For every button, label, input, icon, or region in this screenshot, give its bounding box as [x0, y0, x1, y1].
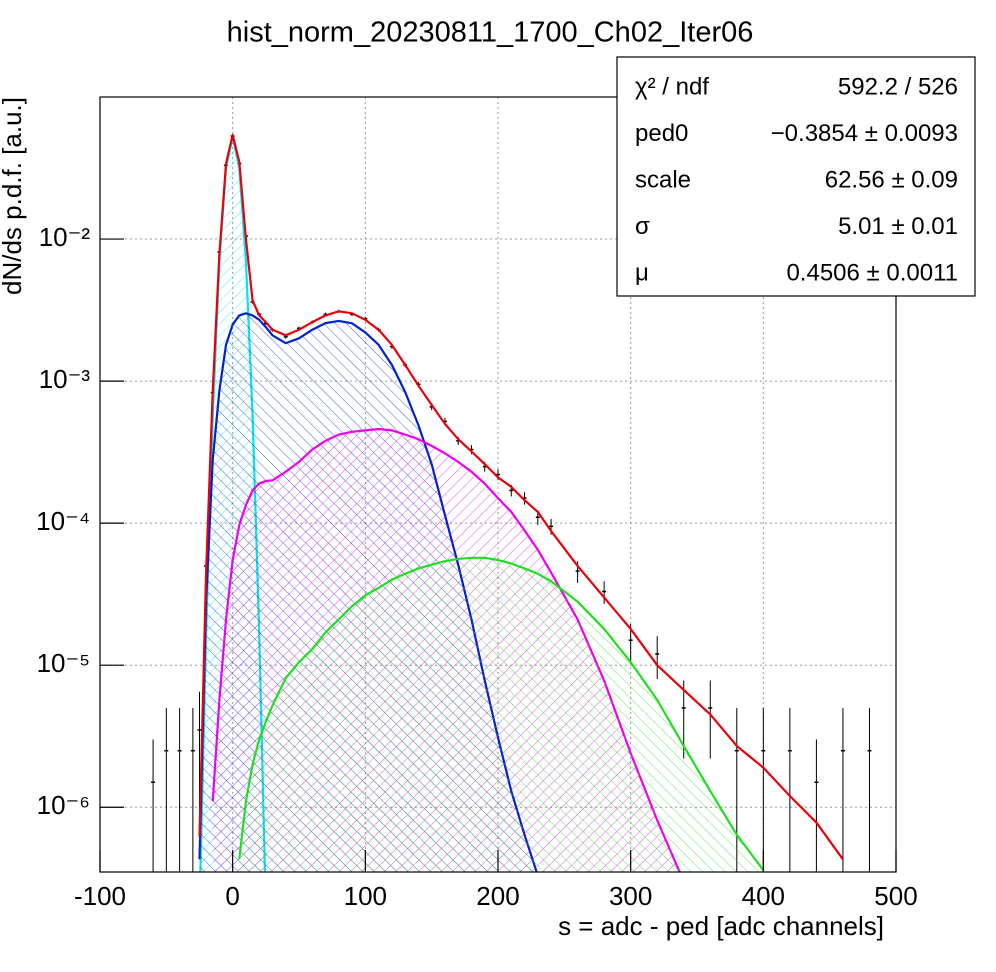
stat-name: ped0 — [635, 120, 688, 147]
x-tick-label: 500 — [874, 881, 917, 911]
y-tick-label: 10⁻⁵ — [37, 648, 90, 678]
x-tick-label: 400 — [742, 881, 785, 911]
stat-name: σ — [635, 213, 650, 240]
y-tick-label: 10⁻² — [39, 222, 91, 252]
stat-name: χ² / ndf — [635, 73, 709, 100]
x-axis-label: s = adc - ped [adc channels] — [558, 911, 884, 941]
stat-name: μ — [635, 259, 649, 286]
component-curve — [211, 427, 681, 872]
x-tick-label: -100 — [74, 881, 126, 911]
stats-box — [616, 56, 976, 297]
chart-title: hist_norm_20230811_1700_Ch02_Iter06 — [227, 17, 754, 49]
component-area — [239, 557, 764, 872]
x-tick-label: 0 — [225, 881, 239, 911]
x-tick-label: 100 — [344, 881, 387, 911]
component-curve — [238, 556, 765, 871]
y-tick-label: 10⁻⁶ — [37, 790, 90, 820]
stat-value: −0.3854 ± 0.0093 — [771, 120, 958, 147]
y-tick-label: 10⁻⁴ — [36, 506, 90, 536]
stat-value: 62.56 ± 0.09 — [825, 166, 958, 193]
fit-curve — [198, 133, 844, 860]
axes: -100 0 100 200 300 400 500 10⁻⁶ 10⁻⁵ 10⁻⁴ 10⁻³ 10⁻² — [36, 222, 918, 911]
x-tick-label: 200 — [476, 881, 519, 911]
stat-name: scale — [635, 166, 691, 193]
y-tick-label: 10⁻³ — [39, 364, 91, 394]
stat-value: 0.4506 ± 0.0011 — [786, 259, 958, 286]
stat-value: 5.01 ± 0.01 — [838, 213, 958, 240]
x-tick-label: 300 — [609, 881, 652, 911]
plot-area — [100, 97, 896, 872]
stat-value: 592.2 / 526 — [838, 73, 958, 100]
stats: χ² / ndf 592.2 / 526 ped0 −0.3854 ± 0.0093 s… — [635, 73, 958, 286]
y-axis-label: dN/ds p.d.f. [a.u.] — [0, 97, 27, 295]
